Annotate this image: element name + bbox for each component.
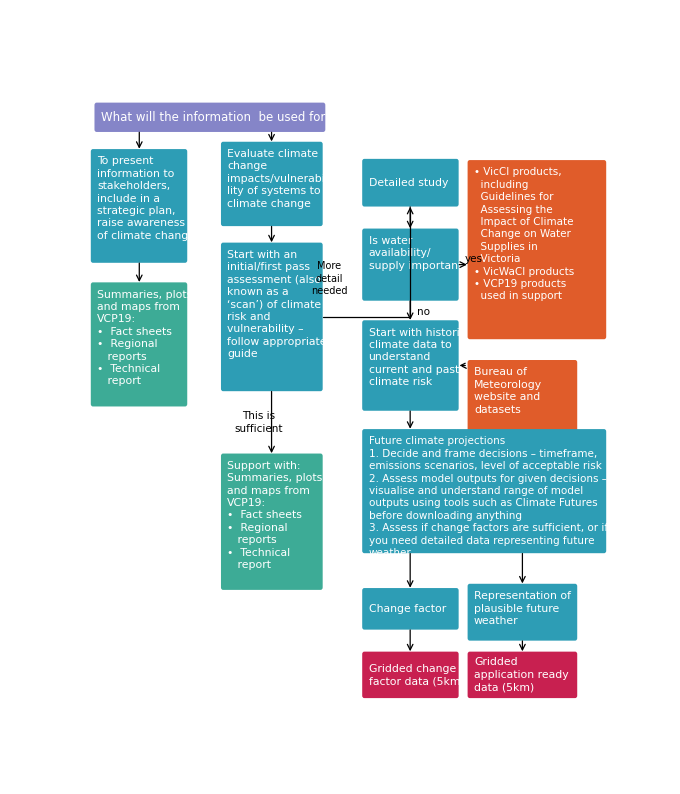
FancyBboxPatch shape <box>362 429 606 553</box>
Text: • VicCI products,
  including
  Guidelines for
  Assessing the
  Impact of Clima: • VicCI products, including Guidelines f… <box>474 168 574 302</box>
FancyBboxPatch shape <box>468 584 577 641</box>
Text: Support with:
Summaries, plots
and maps from
VCP19:
•  Fact sheets
•  Regional
 : Support with: Summaries, plots and maps … <box>227 461 322 570</box>
Text: Start with an
initial/first pass
assessment (also
known as a
‘scan’) of climate
: Start with an initial/first pass assessm… <box>227 250 327 359</box>
Text: What will the information  be used for?: What will the information be used for? <box>101 111 331 124</box>
Text: Evaluate climate
change
impacts/vulnerabi
lity of systems to
climate change: Evaluate climate change impacts/vulnerab… <box>227 149 325 209</box>
Text: More
detail
needed: More detail needed <box>311 261 347 296</box>
Text: To present
information to
stakeholders,
include in a
strategic plan,
raise aware: To present information to stakeholders, … <box>97 156 195 241</box>
FancyBboxPatch shape <box>362 588 458 630</box>
Text: Bureau of
Meteorology
website and
datasets: Bureau of Meteorology website and datase… <box>474 368 542 414</box>
Text: Detailed study: Detailed study <box>369 178 448 187</box>
Text: Gridded
application ready
data (5km): Gridded application ready data (5km) <box>474 657 568 692</box>
Text: Change factor: Change factor <box>369 604 446 614</box>
Text: Start with historic
climate data to
understand
current and past
climate risk: Start with historic climate data to unde… <box>369 328 465 387</box>
Text: Representation of
plausible future
weather: Representation of plausible future weath… <box>474 591 571 626</box>
FancyBboxPatch shape <box>468 652 577 698</box>
FancyBboxPatch shape <box>362 652 458 698</box>
FancyBboxPatch shape <box>362 159 458 206</box>
Text: Summaries, plots
and maps from
VCP19:
•  Fact sheets
•  Regional
   reports
•  T: Summaries, plots and maps from VCP19: • … <box>97 290 192 387</box>
FancyBboxPatch shape <box>362 320 458 410</box>
FancyBboxPatch shape <box>91 149 187 263</box>
Text: Is water
availability/
supply important?: Is water availability/ supply important? <box>369 236 468 271</box>
Text: Future climate projections
1. Decide and frame decisions – timeframe,
emissions : Future climate projections 1. Decide and… <box>369 437 608 558</box>
FancyBboxPatch shape <box>95 102 325 132</box>
FancyBboxPatch shape <box>221 453 323 590</box>
Text: Gridded change
factor data (5km): Gridded change factor data (5km) <box>369 664 464 686</box>
FancyBboxPatch shape <box>468 360 577 432</box>
Text: yes: yes <box>464 254 482 264</box>
FancyBboxPatch shape <box>91 283 187 407</box>
FancyBboxPatch shape <box>362 229 458 301</box>
Text: no: no <box>417 307 430 318</box>
Text: This is
sufficient: This is sufficient <box>235 411 283 434</box>
FancyBboxPatch shape <box>468 160 606 339</box>
FancyBboxPatch shape <box>221 243 323 391</box>
FancyBboxPatch shape <box>221 142 323 226</box>
